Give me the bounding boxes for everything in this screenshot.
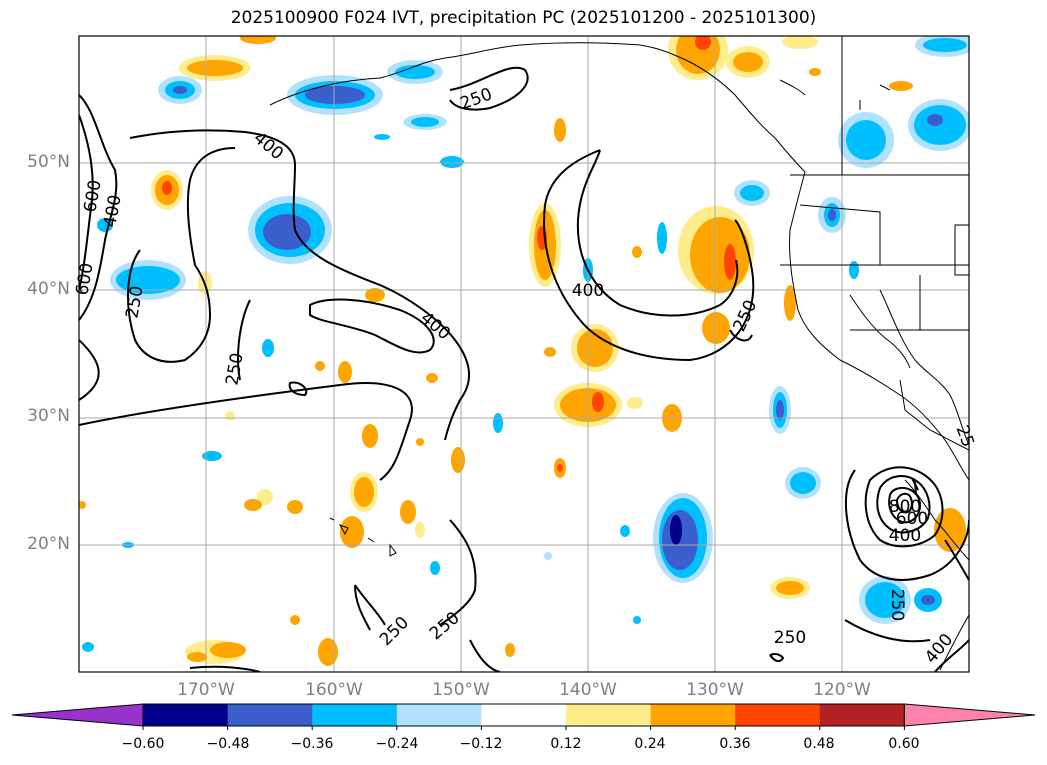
lat-label-30n: 30°N bbox=[27, 406, 70, 426]
colorbar-tick-label: −0.12 bbox=[459, 736, 503, 752]
lon-label-170w: 170°W bbox=[177, 680, 235, 700]
map-title: 2025100900 F024 IVT, precipitation PC (2… bbox=[230, 8, 817, 28]
lon-label-120w: 120°W bbox=[813, 680, 871, 700]
lon-label-130w: 130°W bbox=[686, 680, 744, 700]
contour-label: 600 bbox=[896, 509, 928, 529]
coastlines bbox=[269, 36, 969, 671]
colorbar-tick-label: 0.48 bbox=[803, 736, 835, 752]
colorbar-outline bbox=[142, 703, 905, 727]
colorbar-segment bbox=[650, 704, 736, 726]
lon-label-160w: 160°W bbox=[305, 680, 363, 700]
colorbar-tick-label: −0.36 bbox=[290, 736, 334, 752]
colorbar-tick-label: 0.24 bbox=[634, 736, 666, 752]
contour-label: 250 bbox=[774, 628, 806, 648]
colorbar-segment bbox=[396, 704, 482, 726]
colorbar-segment bbox=[227, 704, 313, 726]
colorbar-segment bbox=[819, 704, 905, 726]
colorbar-tick-label: 0.36 bbox=[719, 736, 751, 752]
colorbar-segment bbox=[481, 704, 567, 726]
lat-label-20n: 20°N bbox=[27, 534, 70, 554]
lon-label-150w: 150°W bbox=[432, 680, 490, 700]
lat-label-40n: 40°N bbox=[27, 279, 70, 299]
colorbar-extend-min bbox=[11, 703, 144, 727]
lon-label-140w: 140°W bbox=[559, 680, 617, 700]
colorbar-segment bbox=[566, 704, 652, 726]
contour-label: 400 bbox=[889, 526, 921, 546]
map-frame bbox=[78, 35, 970, 673]
colorbar-tick-label: −0.48 bbox=[206, 736, 250, 752]
lat-label-50n: 50°N bbox=[27, 152, 70, 172]
colorbar-tick-label: 0.60 bbox=[888, 736, 920, 752]
colorbar bbox=[11, 703, 1036, 730]
colorbar-segment bbox=[312, 704, 398, 726]
colorbar-tick-label: −0.24 bbox=[375, 736, 419, 752]
map-area bbox=[79, 36, 969, 672]
contour-label: 800 bbox=[889, 497, 921, 517]
colorbar-segment bbox=[735, 704, 821, 726]
contour-label: 250 bbox=[887, 589, 907, 621]
colorbar-extend-max bbox=[903, 703, 1036, 727]
colorbar-segment bbox=[143, 704, 229, 726]
graticule bbox=[79, 36, 969, 672]
colorbar-tick-label: 0.12 bbox=[550, 736, 582, 752]
ivt-contours bbox=[79, 66, 969, 672]
contour-label: 400 bbox=[572, 281, 604, 301]
colorbar-tick-label: −0.60 bbox=[121, 736, 165, 752]
